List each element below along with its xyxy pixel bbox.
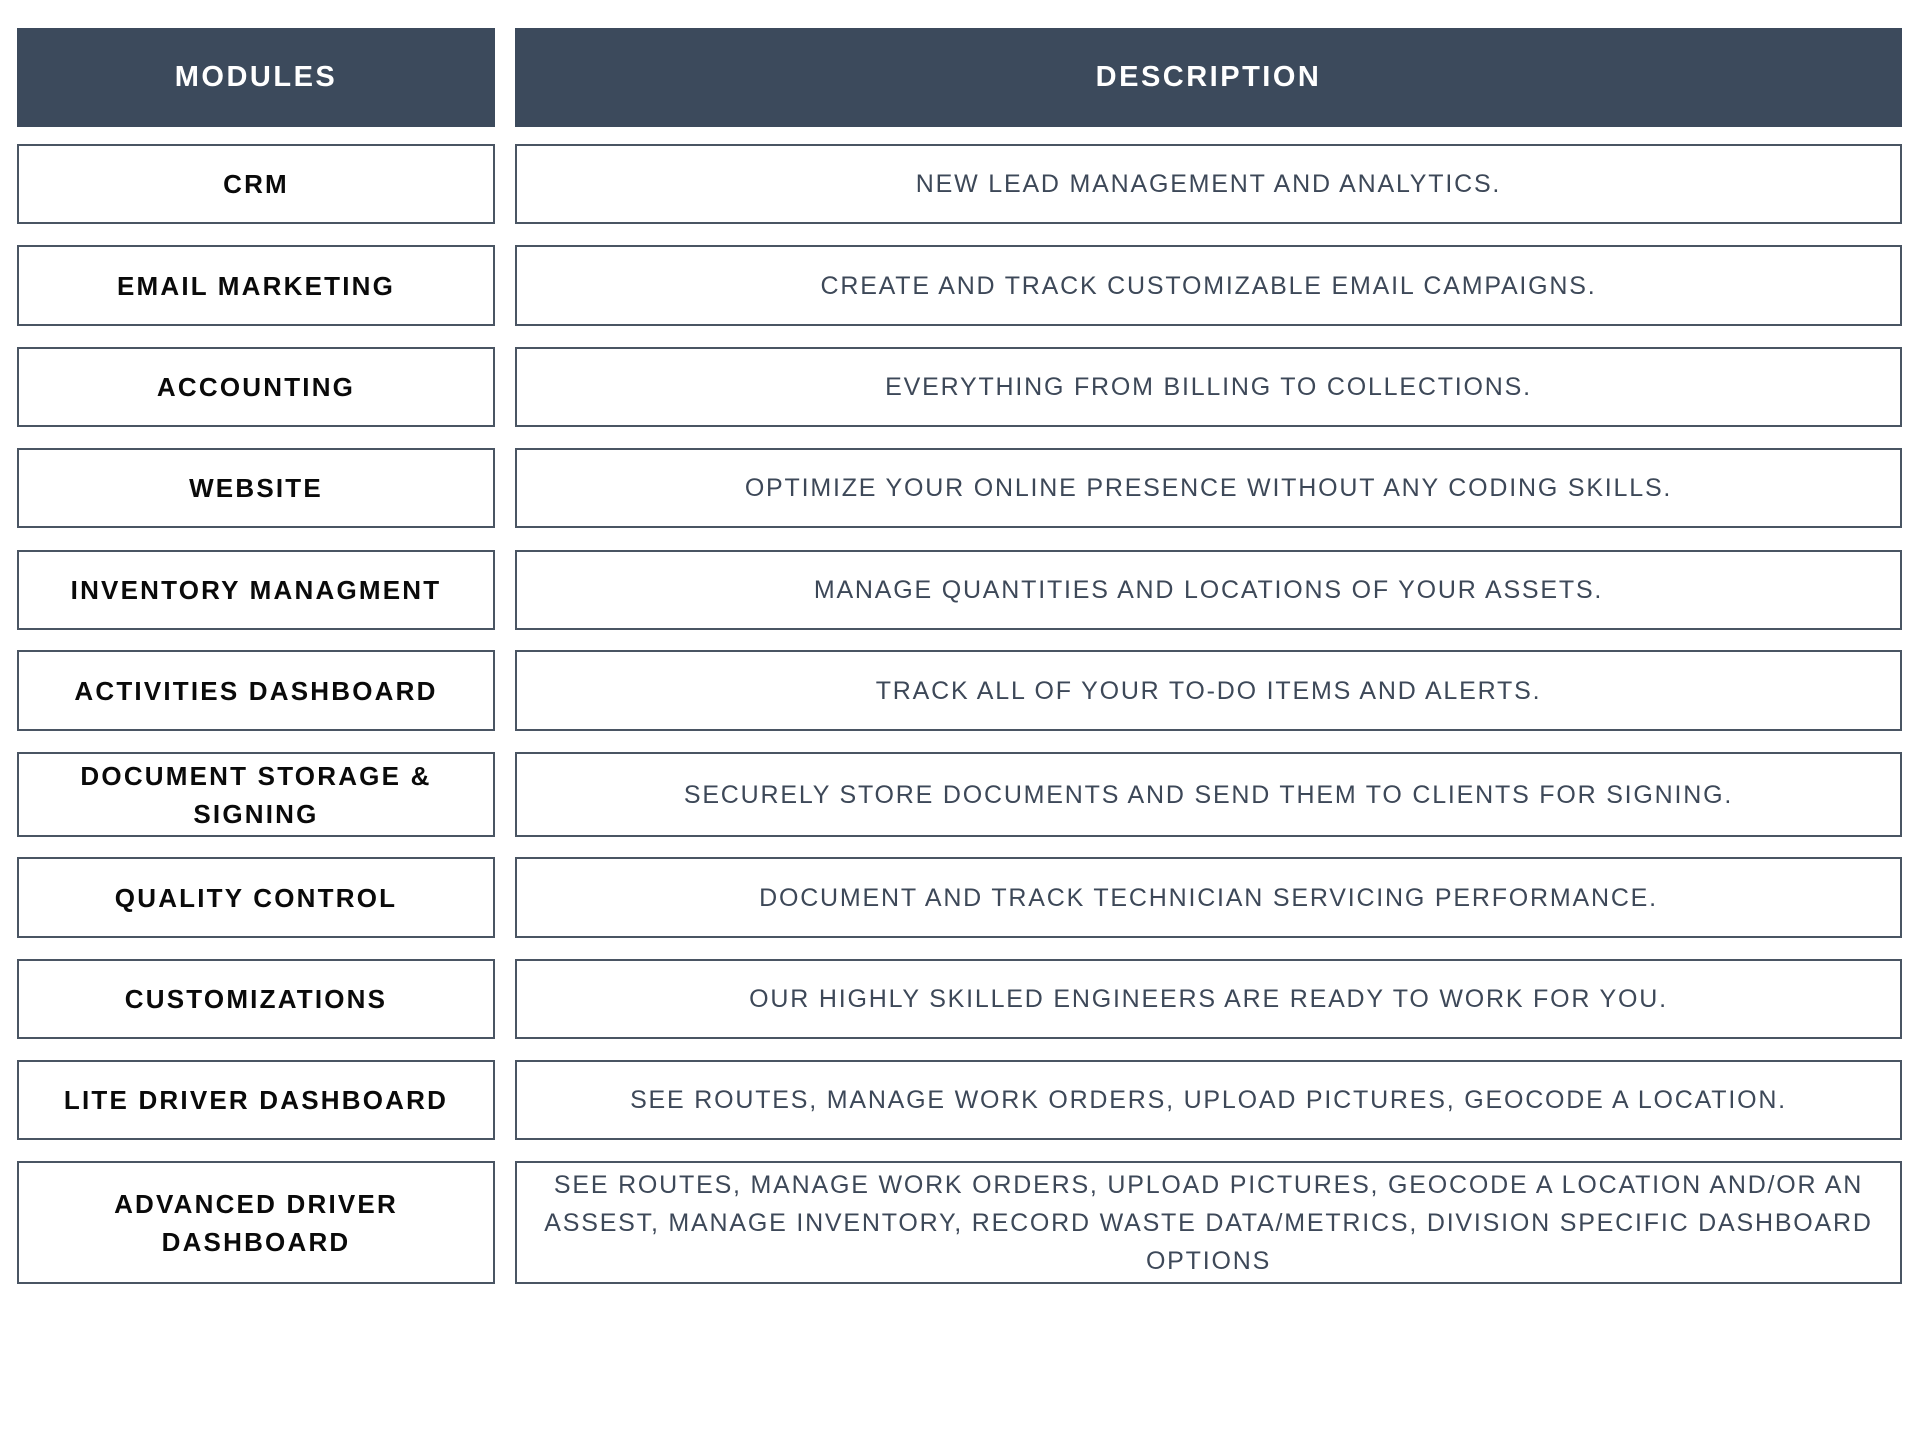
module-name-cell: LITE DRIVER DASHBOARD (17, 1060, 495, 1140)
module-description-cell: OUR HIGHLY SKILLED ENGINEERS ARE READY T… (515, 959, 1902, 1039)
module-name-cell: CUSTOMIZATIONS (17, 959, 495, 1039)
module-name-cell: CRM (17, 144, 495, 224)
module-name-cell: ACCOUNTING (17, 347, 495, 427)
module-description-cell: DOCUMENT AND TRACK TECHNICIAN SERVICING … (515, 857, 1902, 938)
module-name-cell: ACTIVITIES DASHBOARD (17, 650, 495, 731)
modules-column-header: MODULES (17, 28, 495, 127)
module-description-cell: MANAGE QUANTITIES AND LOCATIONS OF YOUR … (515, 550, 1902, 630)
module-description-cell: EVERYTHING FROM BILLING TO COLLECTIONS. (515, 347, 1902, 427)
module-description-cell: SEE ROUTES, MANAGE WORK ORDERS, UPLOAD P… (515, 1161, 1902, 1284)
module-name-cell: WEBSITE (17, 448, 495, 528)
module-name-cell: EMAIL MARKETING (17, 245, 495, 326)
module-description-cell: CREATE AND TRACK CUSTOMIZABLE EMAIL CAMP… (515, 245, 1902, 326)
description-column-header: DESCRIPTION (515, 28, 1902, 127)
module-description-cell: SEE ROUTES, MANAGE WORK ORDERS, UPLOAD P… (515, 1060, 1902, 1140)
module-description-cell: OPTIMIZE YOUR ONLINE PRESENCE WITHOUT AN… (515, 448, 1902, 528)
module-description-cell: SECURELY STORE DOCUMENTS AND SEND THEM T… (515, 752, 1902, 837)
module-name-cell: INVENTORY MANAGMENT (17, 550, 495, 630)
module-name-cell: QUALITY CONTROL (17, 857, 495, 938)
module-description-cell: TRACK ALL OF YOUR TO-DO ITEMS AND ALERTS… (515, 650, 1902, 731)
module-name-cell: ADVANCED DRIVER DASHBOARD (17, 1161, 495, 1284)
module-description-cell: NEW LEAD MANAGEMENT AND ANALYTICS. (515, 144, 1902, 224)
module-name-cell: DOCUMENT STORAGE & SIGNING (17, 752, 495, 837)
